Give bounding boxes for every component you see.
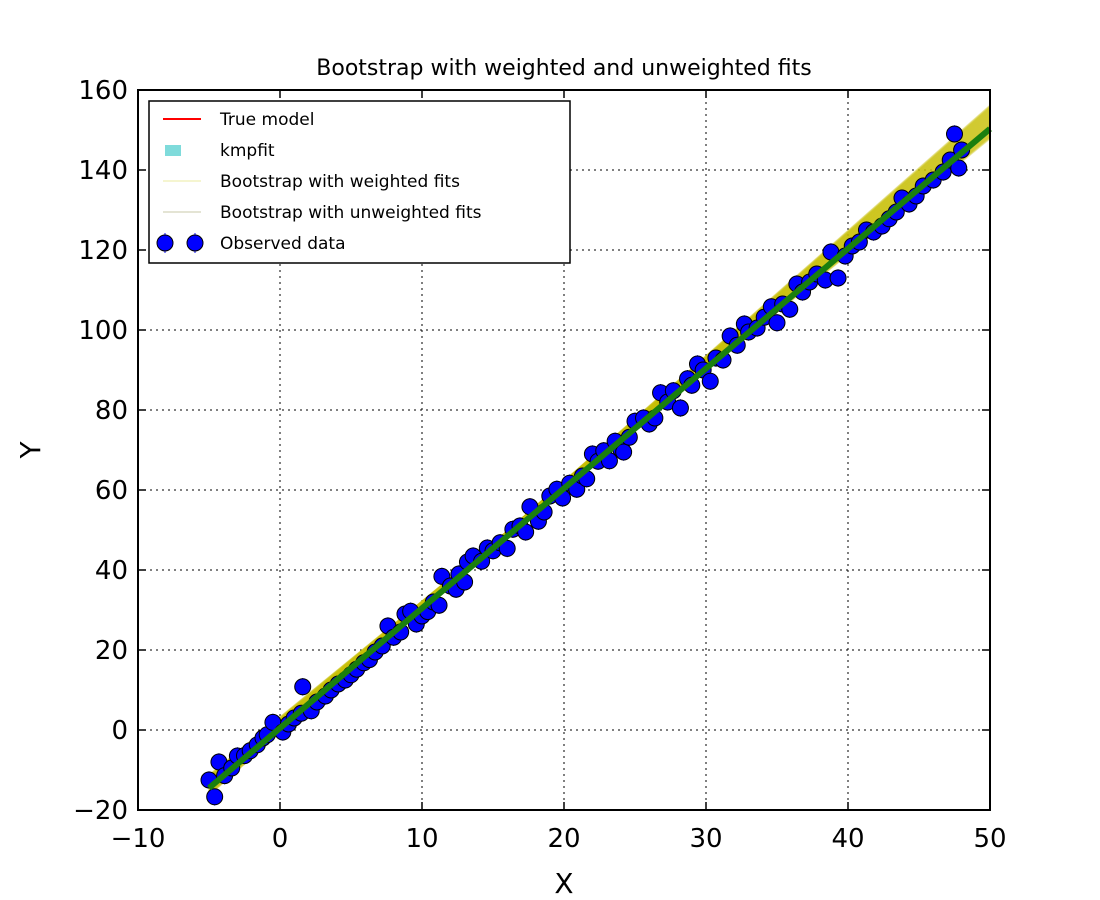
y-tick-label: 100 (78, 316, 128, 346)
y-tick-label: 60 (95, 476, 128, 506)
data-point (950, 159, 968, 177)
y-tick-label: 40 (95, 556, 128, 586)
data-point (498, 539, 516, 557)
legend-label: Observed data (220, 234, 345, 254)
kmpfit-line (207, 126, 992, 791)
legend-label: True model (219, 110, 314, 130)
x-tick-label: 20 (547, 824, 580, 854)
legend-label: Bootstrap with unweighted fits (220, 203, 482, 223)
y-tick-label: 140 (78, 156, 128, 186)
x-tick-label: 50 (973, 824, 1006, 854)
legend-label: kmpfit (220, 141, 275, 161)
x-tick-label: 10 (405, 824, 438, 854)
y-tick-label: 120 (78, 236, 128, 266)
legend-marker (186, 234, 204, 252)
data-point (615, 443, 633, 461)
x-axis-label: X (554, 867, 573, 900)
data-point (701, 372, 719, 390)
y-tick-label: −20 (73, 796, 128, 826)
data-point (768, 314, 786, 332)
x-tick-label: 30 (689, 824, 722, 854)
legend-label: Bootstrap with weighted fits (220, 172, 460, 192)
legend-swatch (165, 145, 181, 156)
data-point (206, 788, 224, 806)
data-point (671, 399, 689, 417)
legend-box (148, 100, 571, 264)
y-tick-label: 0 (111, 716, 128, 746)
data-point (829, 269, 847, 287)
y-axis-label: Y (14, 441, 47, 460)
data-point (294, 678, 312, 696)
plot-area (200, 105, 992, 806)
y-tick-label: 80 (95, 396, 128, 426)
legend: True model kmpfit Bootstrap with weighted … (148, 100, 571, 264)
data-point (946, 125, 963, 143)
y-tick-label: 20 (95, 636, 128, 666)
chart-title: Bootstrap with weighted and unweighted f… (316, 56, 811, 81)
x-tick-label: 40 (831, 824, 864, 854)
x-tick-label: −10 (111, 824, 166, 854)
ticks: −10 0 10 20 30 40 50 −20 0 20 40 60 80 100 120 140 160 (73, 76, 1006, 854)
legend-marker (156, 234, 174, 252)
x-tick-label: 0 (272, 824, 289, 854)
y-tick-label: 160 (78, 76, 128, 106)
